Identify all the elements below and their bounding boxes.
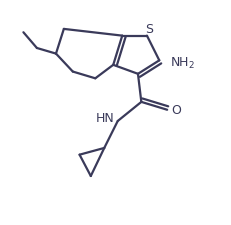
Text: HN: HN: [96, 111, 115, 124]
Text: NH$_2$: NH$_2$: [170, 56, 195, 71]
Text: O: O: [171, 104, 181, 117]
Text: S: S: [145, 23, 153, 36]
